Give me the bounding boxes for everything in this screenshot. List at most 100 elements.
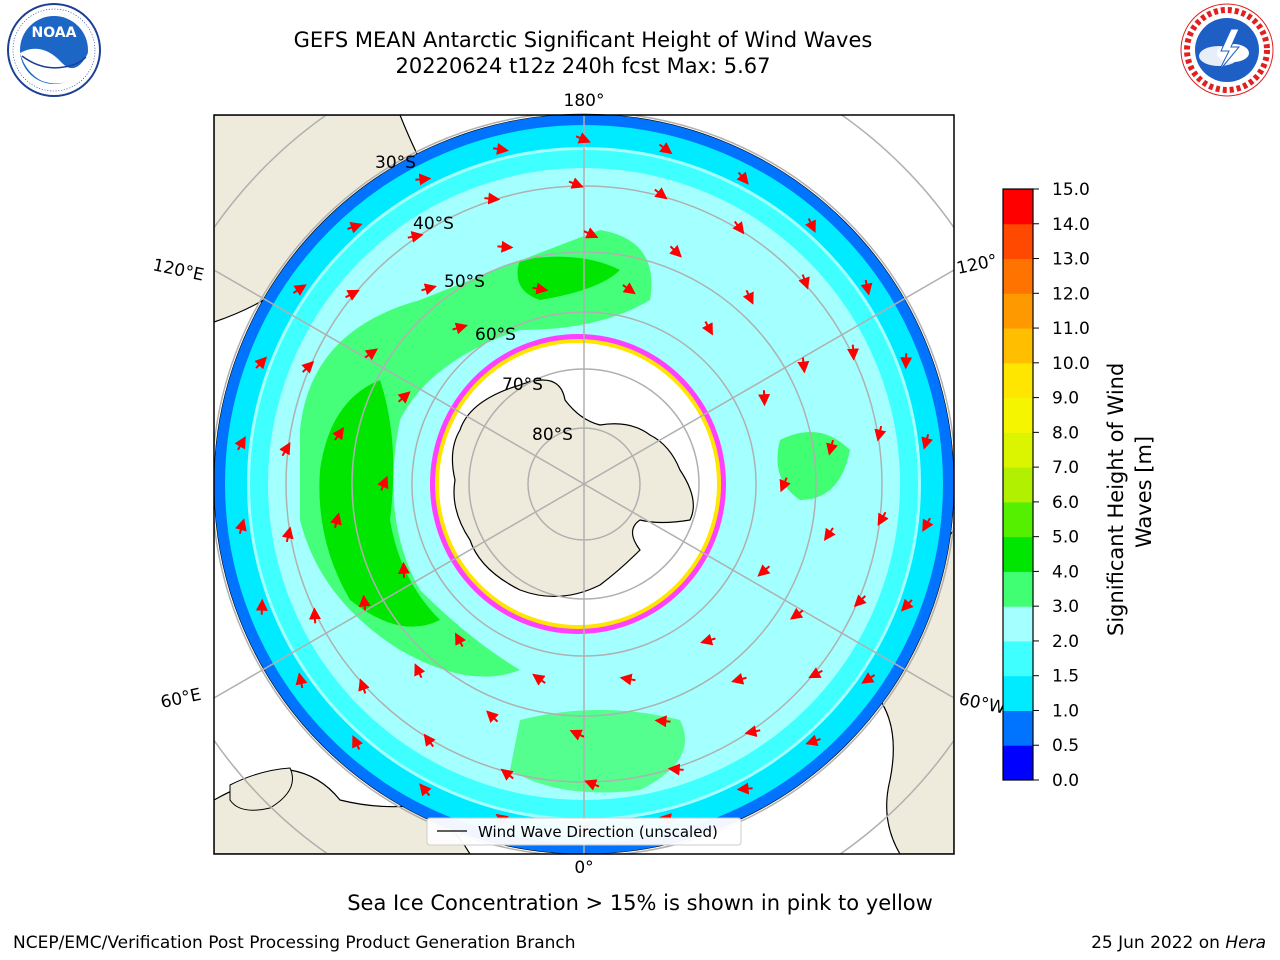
wave-direction-arrow (736, 782, 753, 795)
colorbar-segment (1003, 640, 1033, 677)
wave-direction-arrow (826, 439, 838, 456)
legend-label: Wind Wave Direction (unscaled) (478, 823, 718, 841)
wave-direction-arrow (658, 142, 673, 155)
colorbar-tick-label: 1.0 (1052, 701, 1079, 721)
wave-direction-arrow (484, 192, 501, 205)
colorbar-segment (1003, 710, 1033, 746)
colorbar-tick-label: 10.0 (1052, 354, 1090, 374)
wave-direction-arrow (308, 607, 321, 624)
wave-direction-arrow (797, 357, 810, 374)
wave-direction-arrow (922, 517, 934, 532)
colorbar-segment (1003, 745, 1033, 781)
colorbar-ticks: 0.0 0.5 1.0 1.5 2.0 3.0 4.0 5.0 6.0 7.0 8.0 9.0 10.0… (1033, 180, 1090, 791)
wave-direction-arrow (532, 673, 546, 686)
colorbar-segment (1003, 571, 1033, 607)
wave-direction-arrow (397, 391, 411, 404)
colorbar-segment (1003, 675, 1033, 711)
colorbar-tick-label: 13.0 (1052, 250, 1090, 270)
nws-logo (1180, 3, 1274, 97)
chart-title: GEFS MEAN Antarctic Significant Height o… (233, 27, 933, 79)
wave-direction-arrow (804, 218, 816, 233)
wave-direction-arrow (234, 436, 246, 451)
wave-direction-arrow (452, 322, 468, 335)
antarctica-land (451, 379, 694, 597)
run-machine: Hera (1225, 933, 1266, 953)
wave-direction-arrow (330, 512, 342, 529)
wave-direction-arrow (805, 734, 821, 746)
wave-direction-arrow (921, 434, 933, 450)
wave-direction-arrow (736, 171, 749, 185)
wave-direction-arrow (860, 279, 873, 296)
wave-direction-arrow (345, 289, 360, 301)
title-line-1: GEFS MEAN Antarctic Significant Height o… (293, 28, 873, 52)
wave-direction-arrow (235, 518, 247, 534)
wave-direction-arrow (569, 729, 585, 741)
wave-direction-arrow (584, 779, 600, 791)
lat-label-60s: 60°S (475, 325, 516, 345)
wave-direction-arrow (255, 598, 268, 615)
wave-direction-arrow (619, 673, 636, 686)
wave-direction-arrow (654, 187, 668, 200)
wave-direction-arrow (414, 663, 426, 679)
colorbar-tick-label: 5.0 (1052, 528, 1079, 548)
wave-direction-arrow (847, 344, 860, 361)
wave-direction-arrow (292, 284, 307, 296)
colorbar-tick-label: 14.0 (1052, 215, 1090, 235)
colorbar-tick-label: 11.0 (1052, 319, 1090, 339)
wave-direction-arrow (497, 240, 514, 253)
lon-label-lower-right: 60°W (957, 689, 1007, 718)
wave-direction-arrow (364, 348, 379, 361)
wave-direction-arrow (347, 222, 363, 234)
run-date-text: 25 Jun 2022 on (1091, 933, 1226, 953)
wave-direction-arrow (397, 561, 410, 578)
wave-direction-arrow (352, 735, 364, 750)
wave-direction-arrow (861, 672, 876, 684)
colorbar-tick-label: 6.0 (1052, 493, 1079, 513)
lon-label-upper-left: 120°E (151, 255, 206, 285)
wave-direction-arrow (779, 477, 791, 493)
wave-direction-arrow (295, 672, 308, 689)
wave-direction-arrow (744, 725, 761, 737)
colorbar-tick-label: 1.5 (1052, 667, 1079, 687)
wave-direction-arrow (583, 227, 599, 239)
lon-label-upper-right: 120° (955, 251, 999, 279)
noaa-logo-text: NOAA (32, 25, 77, 41)
lat-label-70s: 70°S (502, 375, 543, 395)
madagascar-land (229, 767, 293, 811)
wave-direction-arrow (500, 768, 514, 781)
wave-direction-arrow (823, 527, 836, 542)
wave-direction-arrow (377, 475, 389, 491)
map-legend: Wind Wave Direction (unscaled) (426, 817, 742, 846)
colorbar-tick-label: 3.0 (1052, 597, 1079, 617)
wave-direction-arrow (789, 607, 804, 620)
colorbar-label-line-1: Significant Height of Wind (1104, 363, 1128, 636)
colorbar-segment (1003, 397, 1033, 433)
lat-label-50s: 50°S (444, 272, 485, 292)
wave-direction-arrow (731, 672, 747, 685)
wave-direction-arrow (358, 594, 371, 611)
noaa-logo: NOAA (7, 3, 101, 97)
wave-direction-arrow (532, 282, 549, 295)
colorbar-segment (1003, 432, 1033, 468)
wave-direction-arrow (423, 733, 436, 748)
wave-direction-arrow (669, 244, 682, 258)
wave-direction-arrow (758, 390, 771, 407)
wave-direction-arrow (486, 710, 499, 724)
colorbar-segment (1003, 536, 1033, 572)
colorbar-segment (1003, 606, 1033, 642)
wave-direction-arrow (492, 142, 509, 155)
run-date: 25 Jun 2022 on Hera (1091, 933, 1266, 953)
wave-direction-arrow (900, 353, 913, 370)
colorbar-segment (1003, 362, 1033, 399)
wave-direction-arrow (575, 132, 591, 144)
wave-direction-arrow (877, 511, 889, 527)
wave-direction-arrow (279, 441, 291, 457)
credit-line: NCEP/EMC/Verification Post Processing Pr… (13, 933, 576, 953)
colorbar-tick-label: 15.0 (1052, 180, 1090, 200)
lat-label-40s: 40°S (413, 214, 454, 234)
wave-direction-arrow (700, 633, 716, 646)
colorbar-tick-label: 0.0 (1052, 771, 1079, 791)
colorbar-segment (1003, 293, 1033, 329)
colorbar-segment (1003, 467, 1033, 503)
